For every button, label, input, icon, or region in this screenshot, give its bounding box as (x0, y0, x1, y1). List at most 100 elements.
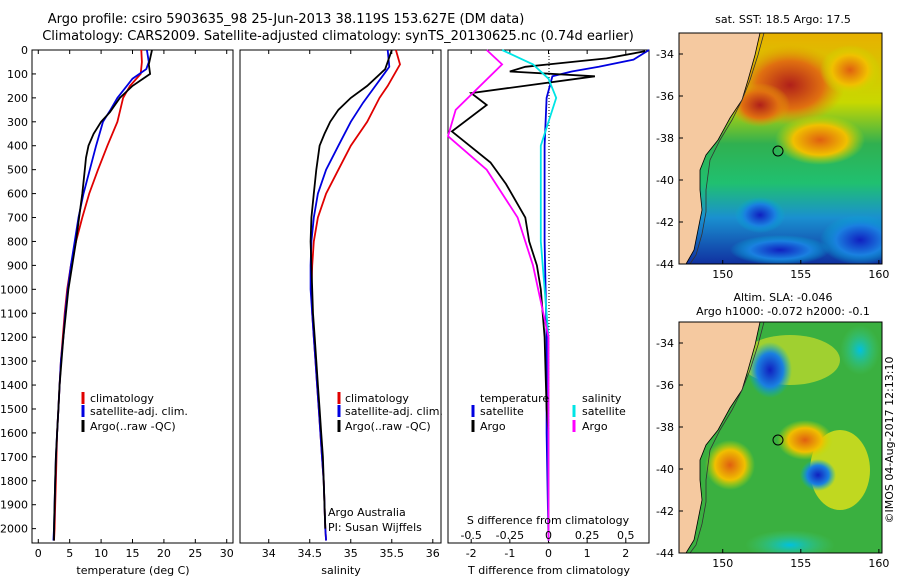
legend-s-satellite: satellite (582, 405, 626, 418)
legend-salinity-header: salinity (582, 392, 622, 405)
map-lon-label: 155 (790, 557, 811, 570)
temperature-xlabel: temperature (deg C) (76, 564, 189, 577)
map-lat-label: -38 (656, 132, 674, 145)
map-lat-label: -44 (656, 258, 674, 271)
map-lat-label: -34 (656, 48, 674, 61)
s-diff-tick-label: 0 (545, 529, 552, 542)
x-tick-label: 10 (94, 547, 108, 560)
salinity-legend: climatology satellite-adj. clim. Argo(..… (337, 392, 443, 433)
annotation-line-1: Argo Australia (328, 506, 406, 519)
series-line-argo (53, 49, 153, 541)
depth-tick-label: 1600 (0, 427, 28, 440)
sal-legend-satellite: satellite-adj. clim. (345, 405, 443, 418)
sal-legend-climatology: climatology (345, 392, 409, 405)
depth-tick-label: 1200 (0, 331, 28, 344)
x-tick-label: 2 (622, 547, 629, 560)
depth-tick-label: 900 (7, 259, 28, 272)
x-tick-label: 15 (126, 547, 140, 560)
title-line-1: Argo profile: csiro 5903635_98 25-Jun-20… (48, 12, 525, 27)
x-tick-label: 5 (66, 547, 73, 560)
depth-tick-label: 800 (7, 235, 28, 248)
depth-tick-label: 700 (7, 212, 28, 225)
x-tick-label: 35 (344, 547, 358, 560)
temperature-panel: 0100200300400500600700800900100011001200… (0, 44, 234, 577)
sla-map-title-1: Altim. SLA: -0.046 (733, 291, 832, 304)
map-lat-label: -36 (656, 379, 674, 392)
depth-tick-label: 400 (7, 140, 28, 153)
watermark: ©IMOS 04-Aug-2017 12:13:10 (883, 357, 896, 524)
title-line-2: Climatology: CARS2009. Satellite-adjuste… (42, 29, 634, 44)
x-tick-label: -1 (504, 547, 515, 560)
x-tick-label: 0 (35, 547, 42, 560)
s-diff-tick-label: 0.5 (617, 529, 635, 542)
depth-tick-label: 500 (7, 164, 28, 177)
legend-s-argo: Argo (582, 420, 608, 433)
depth-tick-label: 2000 (0, 523, 28, 536)
s-diff-tick-label: 0.25 (575, 529, 600, 542)
map-lon-label: 160 (868, 268, 889, 281)
map-lon-label: 155 (790, 268, 811, 281)
sla-map-title-2: Argo h1000: -0.072 h2000: -0.1 (696, 305, 870, 318)
depth-tick-label: 1100 (0, 307, 28, 320)
legend-satellite: satellite-adj. clim. (90, 405, 188, 418)
legend-t-satellite: satellite (480, 405, 524, 418)
depth-tick-label: 600 (7, 188, 28, 201)
depth-tick-label: 1400 (0, 379, 28, 392)
map-lon-label: 150 (712, 557, 733, 570)
legend-argo: Argo(..raw -QC) (90, 420, 176, 433)
depth-tick-label: 300 (7, 116, 28, 129)
map-lat-label: -36 (656, 90, 674, 103)
x-tick-label: 25 (188, 547, 202, 560)
sla-map: -34 -36 -38 -40 -42 -44 150 155 160 (656, 321, 889, 570)
x-tick-label: 30 (220, 547, 234, 560)
x-tick-label: 34 (262, 547, 276, 560)
depth-tick-label: 100 (7, 68, 28, 81)
sst-map: -34 -36 -38 -40 -42 -44 150 155 160 (656, 32, 889, 281)
x-tick-label: -2 (466, 547, 477, 560)
annotation-line-2: PI: Susan Wijffels (328, 521, 422, 534)
x-tick-label: 1 (584, 547, 591, 560)
s-diff-label: S difference from climatology (467, 514, 630, 527)
series-line-t-satellite (543, 49, 650, 541)
map-lon-label: 160 (868, 557, 889, 570)
depth-tick-label: 1900 (0, 499, 28, 512)
depth-tick-label: 1000 (0, 283, 28, 296)
map-lat-label: -42 (656, 216, 674, 229)
salinity-panel: 34 34.5 35 35.5 36 salinity climatology sate… (239, 49, 443, 577)
x-tick-label: 35.5 (380, 547, 405, 560)
legend-t-argo: Argo (480, 420, 506, 433)
x-tick-label: 34.5 (297, 547, 322, 560)
difference-panel: -2 -1 0 1 2 temperature satellite Argo salin… (446, 49, 650, 577)
depth-tick-label: 1500 (0, 403, 28, 416)
series-line-argo (309, 49, 393, 529)
depth-tick-label: 0 (21, 44, 28, 57)
map-lat-label: -44 (656, 547, 674, 560)
sst-map-title: sat. SST: 18.5 Argo: 17.5 (715, 13, 851, 26)
map-lat-label: -34 (656, 337, 674, 350)
salinity-diff-legend: salinity satellite Argo (572, 392, 626, 433)
t-diff-xlabel: T difference from climatology (467, 564, 630, 577)
map-lat-label: -40 (656, 463, 674, 476)
sal-legend-argo: Argo(..raw -QC) (345, 420, 431, 433)
x-tick-label: 20 (157, 547, 171, 560)
series-line-t-argo (450, 50, 646, 529)
map-lat-label: -42 (656, 505, 674, 518)
series-line-s-argo (446, 49, 550, 541)
salinity-xlabel: salinity (321, 564, 361, 577)
legend-temperature-header: temperature (480, 392, 549, 405)
x-tick-label: 0 (545, 547, 552, 560)
depth-tick-label: 1300 (0, 355, 28, 368)
map-lat-label: -38 (656, 421, 674, 434)
temperature-legend: climatology satellite-adj. clim. Argo(..… (81, 392, 188, 433)
legend-climatology: climatology (90, 392, 154, 405)
x-tick-label: 36 (426, 547, 440, 560)
s-diff-tick-label: -0.25 (496, 529, 524, 542)
depth-tick-label: 1700 (0, 451, 28, 464)
s-diff-tick-label: -0.5 (460, 529, 481, 542)
map-lon-label: 150 (712, 268, 733, 281)
depth-tick-label: 1800 (0, 475, 28, 488)
temperature-diff-legend: temperature satellite Argo (471, 392, 549, 433)
depth-tick-label: 200 (7, 92, 28, 105)
map-lat-label: -40 (656, 174, 674, 187)
